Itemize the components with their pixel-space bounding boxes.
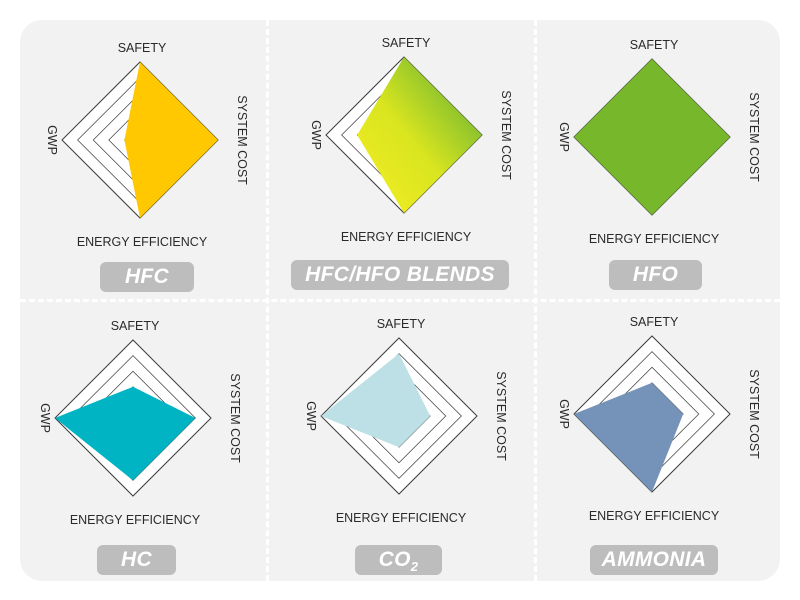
chart-title: HFC (124, 265, 170, 288)
chart-title-badge: HC (97, 545, 176, 575)
radar-area (124, 62, 218, 218)
axis-label-system-cost: SYSTEM COST (747, 369, 761, 459)
axis-label-gwp: GWP (38, 403, 52, 433)
chart-title: AMMONIA (601, 548, 707, 571)
axis-label-energy-efficiency: ENERGY EFFICIENCY (70, 513, 201, 527)
axis-label-safety: SAFETY (630, 315, 679, 329)
chart-title-badge: HFO (609, 260, 702, 290)
axis-label-safety: SAFETY (377, 317, 426, 331)
chart-title-badge: CO2 (355, 545, 442, 575)
chart-title: HFC/HFO BLENDS (305, 263, 495, 286)
axis-label-system-cost: SYSTEM COST (235, 95, 249, 185)
chart-title: HFO (632, 263, 679, 286)
radar-area (574, 59, 730, 215)
chart-title: HC (121, 548, 152, 571)
radar-area (357, 57, 482, 213)
chart-title-badge: HFC/HFO BLENDS (291, 260, 509, 290)
axis-label-energy-efficiency: ENERGY EFFICIENCY (77, 235, 208, 249)
axis-label-gwp: GWP (557, 399, 571, 429)
axis-label-energy-efficiency: ENERGY EFFICIENCY (341, 230, 472, 244)
axis-label-gwp: GWP (557, 122, 571, 152)
axis-label-energy-efficiency: ENERGY EFFICIENCY (336, 511, 467, 525)
axis-label-system-cost: SYSTEM COST (499, 90, 513, 180)
chart-title: CO (378, 548, 411, 571)
row-divider (20, 299, 780, 302)
chart-title-badge: AMMONIA (590, 545, 718, 575)
axis-label-safety: SAFETY (630, 38, 679, 52)
radar-area (321, 353, 431, 448)
chart-title-badge: HFC (100, 262, 194, 292)
axis-label-safety: SAFETY (118, 41, 167, 55)
axis-label-gwp: GWP (304, 401, 318, 431)
axis-label-gwp: GWP (45, 125, 59, 155)
axis-label-gwp: GWP (309, 120, 323, 150)
radar-area (55, 386, 196, 481)
axis-label-system-cost: SYSTEM COST (494, 371, 508, 461)
axis-label-energy-efficiency: ENERGY EFFICIENCY (589, 232, 720, 246)
chart-title-subscript: 2 (410, 559, 419, 575)
axis-label-system-cost: SYSTEM COST (747, 92, 761, 182)
radar-area (574, 382, 684, 492)
axis-label-safety: SAFETY (111, 319, 160, 333)
axis-label-safety: SAFETY (382, 36, 431, 50)
axis-label-energy-efficiency: ENERGY EFFICIENCY (589, 509, 720, 523)
axis-label-system-cost: SYSTEM COST (228, 373, 242, 463)
